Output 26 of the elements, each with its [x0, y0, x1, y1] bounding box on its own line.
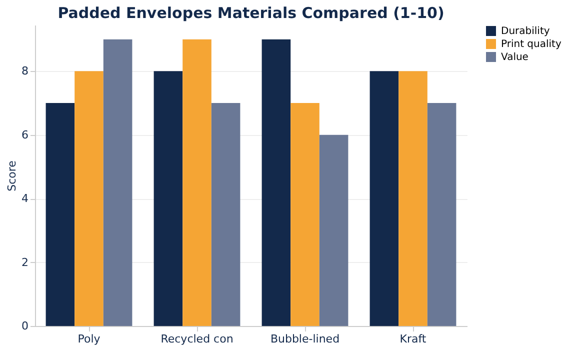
chart-title: Padded Envelopes Materials Compared (1-10) — [58, 4, 444, 22]
bar — [154, 71, 183, 326]
legend-label: Durability — [501, 26, 550, 37]
x-tick-label: Poly — [78, 332, 101, 346]
bar — [211, 103, 240, 326]
bar — [103, 39, 132, 326]
bar — [427, 103, 456, 326]
y-axis-title: Score — [6, 160, 18, 192]
bar — [319, 134, 348, 326]
legend-label: Value — [501, 52, 528, 63]
y-tick-label: 0 — [22, 320, 28, 332]
bar — [182, 39, 212, 326]
bar — [290, 103, 320, 326]
bar — [74, 71, 104, 326]
y-tick-label: 4 — [22, 192, 28, 206]
bar — [398, 71, 428, 326]
y-tick-label: 2 — [22, 256, 28, 269]
bar — [46, 103, 75, 326]
bar — [262, 39, 291, 326]
y-tick-label: 6 — [22, 128, 28, 142]
legend-label: Print quality — [501, 39, 562, 50]
x-tick-label: Kraft — [400, 332, 427, 346]
x-tick-label: Bubble-lined — [270, 332, 340, 346]
bar — [370, 71, 399, 326]
x-tick-label: Recycled con — [160, 332, 234, 346]
y-tick-label: 8 — [22, 64, 28, 78]
